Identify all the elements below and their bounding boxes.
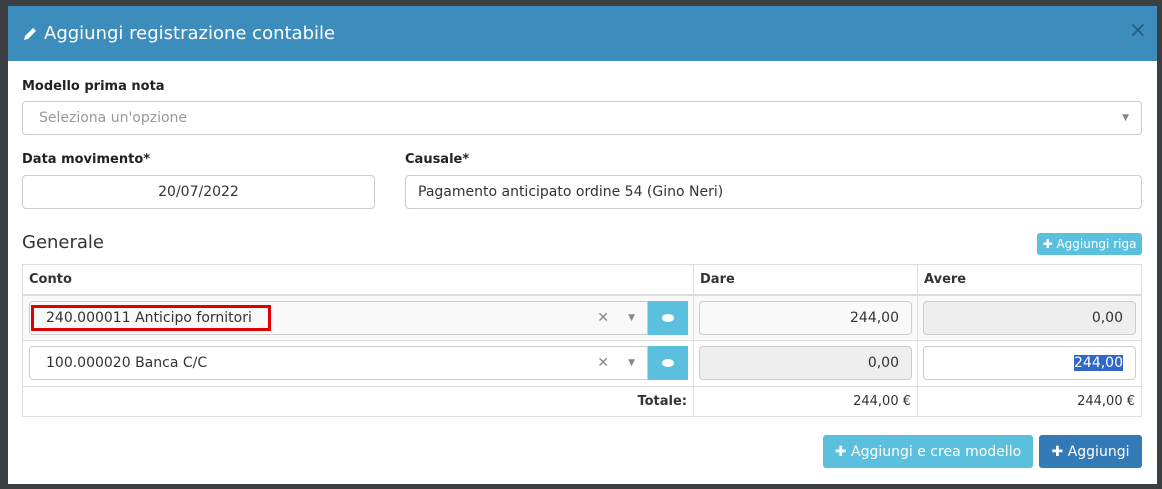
plus-icon: ✚ [1042, 237, 1057, 251]
total-label: Totale: [22, 386, 694, 417]
table-row: 240.000011 Anticipo fornitori ✕ ▼ 244,00 0… [22, 294, 1142, 341]
clear-icon[interactable]: ✕ [597, 309, 609, 326]
table-row: 100.000020 Banca C/C ✕ ▼ 0,00 244,00 [22, 340, 1142, 387]
causale-label: Causale* [405, 152, 470, 167]
data-label: Data movimento* [22, 152, 151, 167]
modello-label: Modello prima nota [22, 79, 165, 94]
modal-title: Aggiungi registrazione contabile [44, 23, 336, 44]
clear-icon[interactable]: ✕ [597, 355, 609, 371]
chevron-down-icon: ▼ [628, 358, 635, 368]
modello-placeholder: Seleziona un'opzione [39, 110, 188, 126]
eye-icon [662, 359, 674, 367]
modello-select[interactable]: Seleziona un'opzione ▼ [22, 101, 1142, 135]
causale-input[interactable]: Pagamento anticipato ordine 54 (Gino Ner… [405, 175, 1142, 209]
chevron-down-icon: ▼ [1122, 113, 1129, 123]
conto-select[interactable]: 100.000020 Banca C/C ✕ ▼ [29, 346, 648, 380]
plus-icon: ✚ [834, 443, 852, 460]
section-title: Generale [22, 232, 105, 253]
add-label: Aggiungi [1067, 443, 1130, 460]
selected-text: 244,00 [1074, 355, 1123, 371]
data-movimento-input[interactable]: 20/07/2022 [22, 175, 375, 209]
avere-input[interactable]: 244,00 [923, 346, 1136, 380]
view-button[interactable] [648, 346, 688, 380]
chevron-down-icon: ▼ [628, 312, 635, 323]
dare-input[interactable]: 244,00 [699, 300, 912, 335]
eye-icon [662, 313, 674, 322]
add-and-create-model-button[interactable]: ✚ Aggiungi e crea modello [823, 435, 1033, 468]
header-avere: Avere [917, 264, 1142, 296]
total-avere: 244,00 € [917, 386, 1142, 417]
entries-table: Conto Dare Avere 240.000011 Anticipo forni… [22, 264, 1142, 417]
add-row-button[interactable]: ✚ Aggiungi riga [1037, 233, 1142, 255]
avere-input[interactable]: 0,00 [923, 300, 1136, 335]
add-and-model-label: Aggiungi e crea modello [851, 443, 1022, 460]
pencil-icon [24, 27, 36, 40]
conto-value: 240.000011 Anticipo fornitori [31, 304, 271, 331]
modal-header: Aggiungi registrazione contabile [8, 6, 1157, 61]
conto-value: 100.000020 Banca C/C [46, 355, 208, 371]
view-button[interactable] [648, 300, 688, 335]
dare-input[interactable]: 0,00 [699, 346, 912, 380]
plus-icon: ✚ [1051, 443, 1068, 460]
header-conto: Conto [22, 264, 694, 296]
conto-select[interactable]: 240.000011 Anticipo fornitori ✕ ▼ [29, 300, 648, 335]
add-row-label: Aggiungi riga [1056, 237, 1137, 251]
add-button[interactable]: ✚ Aggiungi [1039, 435, 1142, 468]
total-dare: 244,00 € [693, 386, 918, 417]
close-button[interactable]: × [1128, 18, 1147, 43]
header-dare: Dare [693, 264, 918, 296]
modal: Aggiungi registrazione contabile × Model… [8, 6, 1157, 484]
